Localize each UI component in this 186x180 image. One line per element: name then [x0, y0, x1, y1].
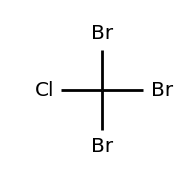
Text: Br: Br: [151, 80, 173, 100]
Text: Br: Br: [91, 137, 113, 156]
Text: Cl: Cl: [34, 80, 54, 100]
Text: Br: Br: [91, 24, 113, 43]
